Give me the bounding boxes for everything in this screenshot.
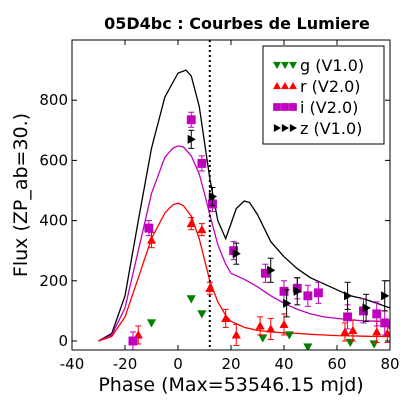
x-tick-label: 80 — [380, 355, 399, 373]
point-r-7 — [255, 321, 265, 330]
point-g-3 — [258, 334, 268, 343]
legend-marker-g — [288, 61, 298, 70]
point-i-2 — [186, 115, 196, 125]
point-z-6 — [343, 291, 353, 301]
point-g-0 — [146, 319, 157, 328]
x-tick-label: 60 — [327, 355, 346, 373]
point-r-1 — [146, 235, 157, 244]
y-tick-label: 400 — [39, 212, 68, 230]
point-z-7 — [362, 303, 371, 313]
point-z-1 — [208, 191, 218, 202]
legend: g (V1.0) r (V2.0) i (V2.0) z (V1.0) — [262, 45, 385, 145]
point-r-10 — [340, 327, 350, 336]
point-i-1 — [144, 223, 154, 233]
point-z-5 — [293, 286, 302, 296]
legend-marker-z — [273, 123, 282, 133]
y-tick-label: 600 — [39, 151, 68, 169]
legend-label-g: g (V1.0) — [300, 56, 364, 75]
point-z-4 — [283, 298, 292, 308]
point-g-1 — [186, 295, 196, 304]
point-i-13 — [372, 309, 382, 319]
point-i-0 — [128, 336, 138, 346]
data-points — [128, 111, 390, 350]
legend-marker-g — [280, 61, 290, 70]
legend-marker-i — [273, 103, 281, 111]
point-r-12 — [372, 327, 382, 336]
point-r-6 — [231, 330, 241, 339]
point-g-5 — [303, 343, 313, 350]
point-i-10 — [314, 288, 323, 298]
legend-label-i: i (V2.0) — [300, 98, 358, 117]
point-r-11 — [348, 325, 358, 335]
point-i-11 — [343, 312, 353, 322]
point-r-4 — [205, 283, 215, 292]
x-axis-label: Phase (Max=53546.15 mjd) — [98, 374, 363, 396]
point-z-0 — [187, 134, 196, 144]
point-z-2 — [232, 249, 242, 259]
point-g-4 — [284, 331, 294, 340]
point-i-9 — [303, 291, 313, 301]
legend-marker-r — [288, 81, 298, 90]
point-r-0 — [133, 330, 143, 339]
point-i-14 — [380, 318, 390, 328]
legend-label-z: z (V1.0) — [300, 119, 362, 138]
legend-marker-i — [281, 103, 289, 111]
point-i-7 — [279, 286, 289, 296]
point-r-8 — [266, 324, 276, 333]
legend-label-r: r (V2.0) — [300, 77, 361, 96]
legend-marker-i — [289, 103, 297, 111]
y-tick-label: 200 — [39, 272, 68, 290]
point-z-3 — [267, 265, 276, 275]
y-tick-label: 0 — [58, 332, 68, 350]
point-r-3 — [197, 224, 207, 234]
x-tick-label: 20 — [221, 355, 240, 373]
point-r-5 — [221, 313, 231, 323]
model-curve-2 — [98, 202, 390, 342]
legend-marker-z — [281, 123, 290, 133]
legend-marker-r — [280, 81, 290, 90]
legend-marker-r — [272, 81, 282, 90]
x-tick-label: -40 — [60, 355, 85, 373]
model-curve-0 — [98, 69, 390, 342]
x-tick-label: 40 — [274, 355, 293, 373]
model-curve-1 — [98, 145, 390, 342]
chart-title: 05D4bc : Courbes de Lumiere — [104, 14, 370, 33]
model-curves — [98, 69, 390, 342]
point-i-3 — [197, 158, 207, 168]
point-r-9 — [279, 319, 289, 329]
legend-marker-g — [272, 61, 282, 70]
x-tick-label: 0 — [173, 355, 183, 373]
x-tick-label: -20 — [113, 355, 138, 373]
y-tick-label: 800 — [39, 91, 68, 109]
point-g-2 — [197, 310, 207, 319]
y-axis-label: Flux (ZP_ab=30.) — [10, 113, 32, 277]
point-z-8 — [381, 291, 390, 301]
point-r-2 — [186, 218, 196, 228]
legend-marker-z — [289, 123, 298, 133]
